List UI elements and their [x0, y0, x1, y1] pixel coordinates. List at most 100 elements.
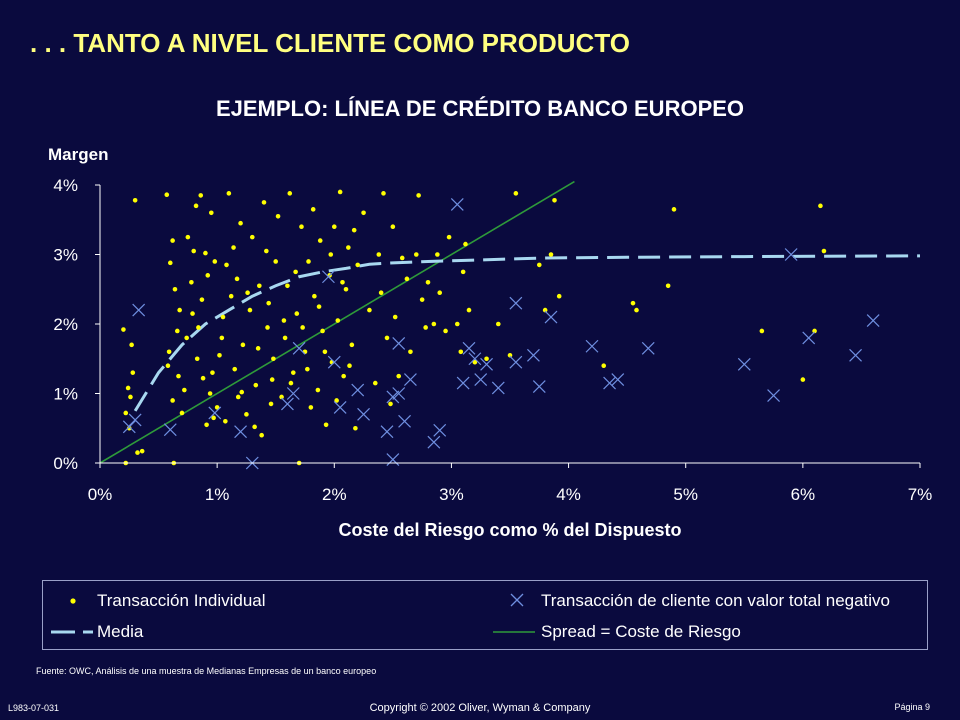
individual-point — [264, 248, 269, 254]
media-line-layer — [133, 254, 921, 412]
individual-point — [257, 283, 262, 289]
individual-point — [601, 363, 607, 369]
individual-point — [542, 307, 548, 313]
individual-point — [204, 422, 209, 428]
negative-point — [386, 390, 400, 404]
individual-point — [331, 224, 337, 229]
negative-point — [544, 310, 558, 324]
individual-point — [271, 356, 276, 362]
x-tick-label: 1% — [205, 485, 230, 504]
negative-point — [122, 420, 136, 434]
axes: 0% 1% 2% 3% 4% 5% 6% 7% 0% 1% 2% 3% 4% — [53, 176, 932, 504]
negative-point — [327, 355, 341, 369]
negative-point — [404, 373, 417, 387]
individual-point — [265, 325, 270, 330]
individual-point — [317, 238, 323, 243]
individual-point — [249, 234, 255, 240]
legend-label-negative: Transacción de cliente con valor total n… — [541, 591, 891, 610]
individual-point — [821, 248, 827, 254]
legend-label-media: Media — [97, 622, 144, 641]
individual-point — [128, 394, 133, 400]
individual-point — [431, 321, 437, 327]
individual-point — [279, 394, 284, 400]
individual-point — [392, 314, 398, 320]
negative-point — [333, 400, 347, 414]
x-tick-label: 5% — [673, 485, 698, 504]
individual-point — [214, 405, 220, 410]
individual-point — [376, 252, 382, 257]
individual-point — [179, 410, 185, 416]
negative-point — [433, 423, 447, 437]
individual-point — [252, 424, 257, 430]
individual-point — [419, 297, 425, 302]
y-axis-label: Margen — [48, 145, 109, 164]
individual-point — [125, 385, 131, 391]
individual-point — [285, 283, 290, 289]
individual-point — [399, 255, 405, 261]
negative-point — [132, 303, 146, 317]
individual-point — [288, 380, 294, 386]
individual-point — [189, 280, 194, 285]
negative-point — [603, 376, 616, 390]
individual-point — [343, 286, 349, 292]
negative-point — [357, 407, 370, 421]
individual-point — [437, 290, 443, 296]
individual-point — [220, 314, 226, 320]
x-tick-label: 2% — [322, 485, 347, 504]
individual-point — [630, 300, 636, 306]
individual-point — [240, 342, 246, 348]
legend-symbols — [51, 593, 535, 634]
individual-point — [199, 297, 205, 302]
individual-point — [211, 415, 216, 421]
negative-point — [784, 248, 798, 261]
individual-point — [299, 224, 304, 229]
individual-point — [495, 321, 501, 327]
negative-point — [611, 373, 625, 387]
individual-point — [361, 210, 366, 216]
individual-point — [812, 328, 817, 334]
chart-title: EJEMPLO: LÍNEA DE CRÉDITO BANCO EUROPEO — [215, 96, 745, 121]
individual-point — [266, 300, 271, 306]
individual-point — [335, 318, 341, 323]
x-tick-label: 3% — [439, 485, 464, 504]
individual-point — [446, 234, 452, 240]
individual-point — [228, 293, 234, 299]
individual-point — [281, 318, 287, 323]
media-line — [133, 254, 921, 412]
negative-point — [849, 348, 862, 362]
negative-point — [468, 352, 482, 366]
negative-point — [386, 453, 400, 466]
individual-point — [223, 419, 228, 424]
negative-point — [322, 270, 335, 284]
individual-point — [466, 307, 472, 313]
individual-point — [244, 412, 249, 417]
individual-point — [234, 276, 240, 282]
individual-point — [191, 248, 197, 254]
negative-point — [737, 357, 751, 371]
individual-point — [177, 307, 182, 313]
individual-point — [347, 363, 352, 369]
individual-point — [308, 405, 314, 410]
individual-point — [634, 307, 639, 313]
negative-point — [392, 387, 406, 400]
individual-point — [275, 213, 281, 219]
negative-point — [398, 414, 411, 428]
individual-point — [135, 450, 140, 455]
y-tick-label: 0% — [53, 454, 78, 473]
individual-point — [194, 356, 200, 362]
individual-point — [239, 389, 245, 395]
negative-point — [380, 425, 394, 439]
individual-point — [200, 375, 206, 381]
individual-point — [268, 401, 274, 407]
individual-point — [423, 325, 428, 330]
individual-point — [164, 192, 170, 198]
individual-point — [193, 203, 199, 209]
individual-point — [210, 370, 215, 375]
individual-point — [217, 352, 222, 358]
individual-point — [337, 189, 343, 195]
individual-point — [323, 422, 329, 428]
individual-point — [388, 401, 393, 407]
individual-point — [123, 410, 129, 416]
y-tick-label: 1% — [53, 385, 78, 404]
